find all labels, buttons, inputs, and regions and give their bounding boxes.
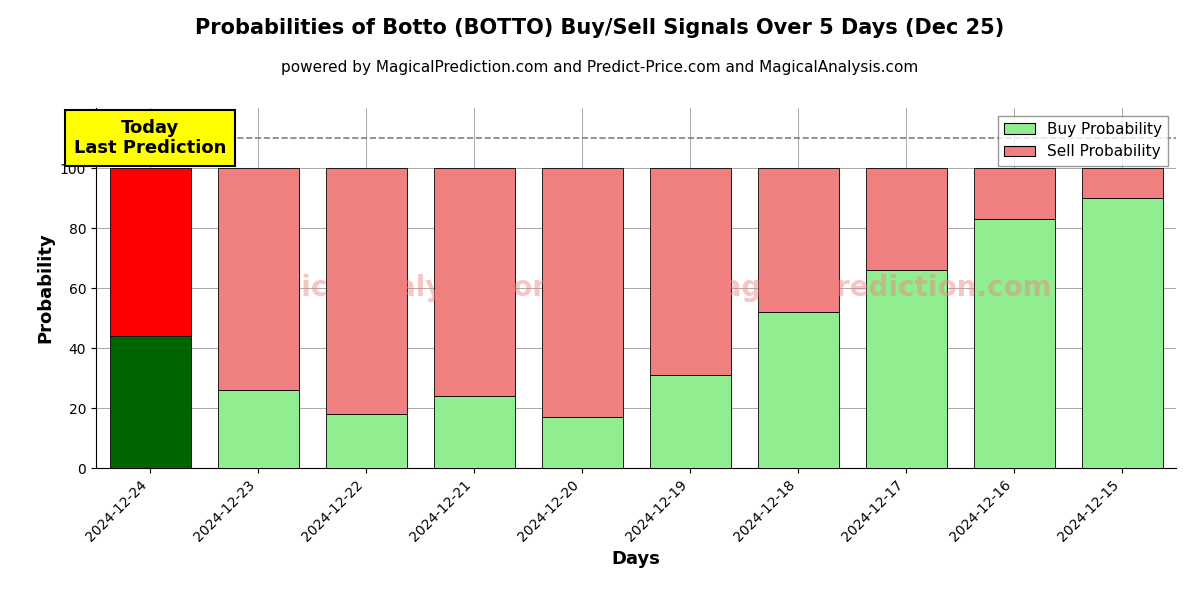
Bar — [649, 375, 731, 468]
Bar — [649, 168, 731, 375]
Bar — [433, 396, 515, 468]
Bar — [217, 390, 299, 468]
Bar — [541, 168, 623, 417]
Text: Probabilities of Botto (BOTTO) Buy/Sell Signals Over 5 Days (Dec 25): Probabilities of Botto (BOTTO) Buy/Sell … — [196, 18, 1004, 38]
Text: MagicalAnalysis.com: MagicalAnalysis.com — [235, 274, 562, 302]
Y-axis label: Probability: Probability — [36, 233, 54, 343]
X-axis label: Days: Days — [612, 550, 660, 568]
Bar — [1081, 168, 1163, 198]
Bar — [865, 270, 947, 468]
Text: Today
Last Prediction: Today Last Prediction — [74, 119, 226, 157]
Bar — [757, 168, 839, 312]
Bar — [973, 219, 1055, 468]
Text: MagicalPrediction.com: MagicalPrediction.com — [695, 274, 1052, 302]
Bar — [433, 168, 515, 396]
Bar — [325, 414, 407, 468]
Bar — [973, 168, 1055, 219]
Bar — [757, 312, 839, 468]
Bar — [109, 168, 191, 336]
Bar — [1081, 198, 1163, 468]
Bar — [325, 168, 407, 414]
Text: powered by MagicalPrediction.com and Predict-Price.com and MagicalAnalysis.com: powered by MagicalPrediction.com and Pre… — [281, 60, 919, 75]
Bar — [217, 168, 299, 390]
Bar — [541, 417, 623, 468]
Bar — [865, 168, 947, 270]
Legend: Buy Probability, Sell Probability: Buy Probability, Sell Probability — [998, 116, 1169, 166]
Bar — [109, 336, 191, 468]
